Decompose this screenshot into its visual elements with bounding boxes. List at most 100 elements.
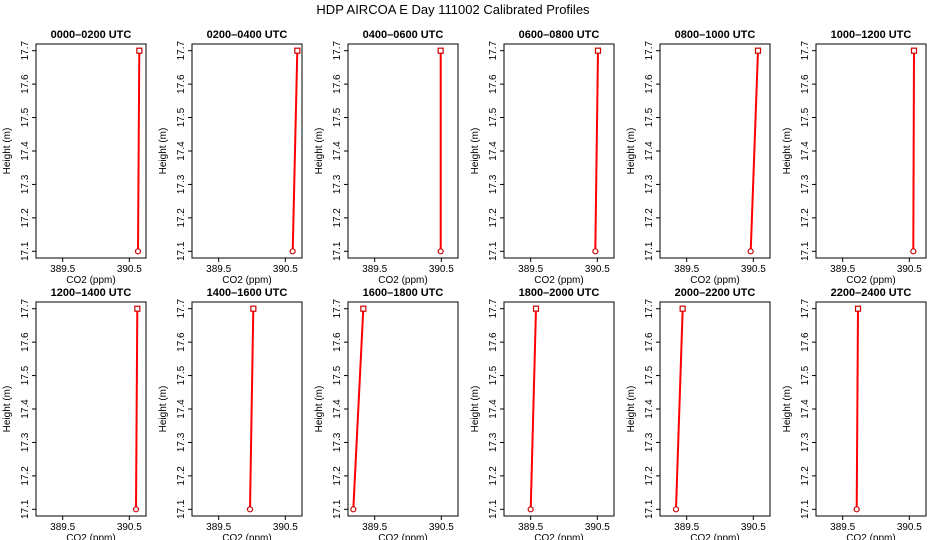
x-tick-label: 389.5 [362, 264, 387, 275]
plot-frame [35, 43, 147, 259]
bottom-marker [747, 248, 754, 255]
plot-frame [815, 43, 927, 259]
y-tick-label: 17.4 [644, 141, 655, 161]
y-tick-label: 17.1 [644, 499, 655, 519]
bottom-marker [289, 248, 296, 255]
x-axis-label: CO2 (ppm) [534, 533, 583, 540]
x-tick-label: 389.5 [206, 264, 231, 275]
y-tick-label: 17.7 [20, 299, 31, 319]
y-tick-label: 17.6 [176, 332, 187, 352]
y-tick-label: 17.3 [176, 174, 187, 194]
y-tick-label: 17.7 [176, 299, 187, 319]
x-tick-label: 390.5 [273, 522, 298, 533]
x-tick-label: 390.5 [273, 264, 298, 275]
panel-title: 1400–1600 UTC [207, 287, 288, 299]
panel-6: 1000–1200 UTC 389.5 390.5 17.1 17.2 17.3 17.4 1… [782, 29, 927, 286]
y-tick-label: 17.3 [488, 432, 499, 452]
top-marker [594, 47, 602, 54]
y-tick-label: 17.4 [20, 399, 31, 419]
x-tick-label: 390.5 [741, 264, 766, 275]
panel-10: 1800–2000 UTC 389.5 390.5 17.1 17.2 17.3 17.4 1… [470, 287, 615, 540]
panel-8: 1400–1600 UTC 389.5 390.5 17.1 17.2 17.3 17.4 1… [158, 287, 303, 540]
y-axis-label: Height (m) [158, 386, 169, 433]
top-marker [679, 305, 686, 312]
y-tick-label: 17.5 [176, 365, 187, 385]
y-tick-label: 17.7 [800, 41, 811, 61]
y-tick-label: 17.1 [488, 241, 499, 261]
y-tick-label: 17.1 [20, 241, 31, 261]
y-tick-label: 17.2 [176, 208, 187, 228]
panel-title: 0000–0200 UTC [51, 29, 132, 41]
y-tick-label: 17.2 [20, 466, 31, 486]
profile-line [291, 50, 299, 252]
x-tick-label: 390.5 [741, 522, 766, 533]
profile-line [529, 308, 537, 510]
bottom-marker [910, 248, 917, 255]
x-axis-label: CO2 (ppm) [222, 275, 271, 286]
y-tick-label: 17.4 [488, 141, 499, 161]
x-tick-label: 389.5 [50, 264, 75, 275]
panel-1: 0000–0200 UTC 389.5 390.5 17.1 17.2 17.3 17.4 1… [2, 29, 147, 286]
top-marker [134, 305, 141, 312]
panel-title: 0200–0400 UTC [207, 29, 288, 41]
plot-frame [35, 301, 147, 517]
y-tick-label: 17.6 [20, 74, 31, 94]
y-tick-label: 17.4 [800, 399, 811, 419]
x-tick-label: 389.5 [206, 522, 231, 533]
y-tick-label: 17.3 [800, 174, 811, 194]
top-marker [360, 305, 367, 312]
y-tick-label: 17.3 [332, 432, 343, 452]
x-axis-label: CO2 (ppm) [690, 533, 739, 540]
y-tick-label: 17.2 [332, 466, 343, 486]
panel-title: 2000–2200 UTC [675, 287, 756, 299]
profile-line [249, 308, 255, 510]
y-tick-label: 17.7 [20, 41, 31, 61]
profile-line [352, 308, 365, 510]
profile-line [135, 308, 139, 510]
y-tick-label: 17.3 [488, 174, 499, 194]
x-tick-label: 389.5 [830, 522, 855, 533]
panel-11: 2000–2200 UTC 389.5 390.5 17.1 17.2 17.3 17.4 1… [626, 287, 771, 540]
y-tick-label: 17.6 [176, 74, 187, 94]
panel-2: 0200–0400 UTC 389.5 390.5 17.1 17.2 17.3 17.4 1… [158, 29, 303, 286]
x-axis-label: CO2 (ppm) [690, 275, 739, 286]
y-axis-label: Height (m) [2, 386, 13, 433]
y-tick-label: 17.1 [800, 499, 811, 519]
y-tick-label: 17.5 [332, 107, 343, 127]
plot-frame [191, 301, 303, 517]
x-axis-label: CO2 (ppm) [846, 533, 895, 540]
y-tick-label: 17.1 [332, 241, 343, 261]
y-axis-label: Height (m) [158, 128, 169, 175]
profile-line [594, 50, 599, 252]
bottom-marker [592, 248, 599, 255]
y-tick-label: 17.5 [644, 365, 655, 385]
y-tick-label: 17.1 [176, 241, 187, 261]
y-tick-label: 17.1 [488, 499, 499, 519]
y-tick-label: 17.4 [332, 399, 343, 419]
y-tick-label: 17.7 [800, 299, 811, 319]
x-tick-label: 389.5 [518, 522, 543, 533]
x-tick-label: 390.5 [585, 522, 610, 533]
y-tick-label: 17.6 [332, 332, 343, 352]
y-tick-label: 17.4 [20, 141, 31, 161]
x-tick-label: 390.5 [429, 522, 454, 533]
y-tick-label: 17.5 [176, 107, 187, 127]
y-tick-label: 17.4 [644, 399, 655, 419]
y-tick-label: 17.7 [488, 299, 499, 319]
profile-line [912, 50, 915, 252]
y-tick-label: 17.3 [800, 432, 811, 452]
y-tick-label: 17.3 [644, 174, 655, 194]
x-axis-label: CO2 (ppm) [66, 275, 115, 286]
y-tick-label: 17.5 [800, 365, 811, 385]
y-tick-label: 17.6 [20, 332, 31, 352]
x-tick-label: 389.5 [518, 264, 543, 275]
figure-title: HDP AIRCOA E Day 111002 Calibrated Profi… [316, 2, 590, 17]
top-marker [294, 47, 301, 54]
y-axis-label: Height (m) [782, 128, 793, 175]
x-tick-label: 389.5 [830, 264, 855, 275]
bottom-marker [437, 248, 444, 255]
y-tick-label: 17.2 [800, 466, 811, 486]
panel-5: 0800–1000 UTC 389.5 390.5 17.1 17.2 17.3 17.4 1… [626, 29, 771, 286]
y-tick-label: 17.2 [644, 208, 655, 228]
panel-title: 1200–1400 UTC [51, 287, 132, 299]
